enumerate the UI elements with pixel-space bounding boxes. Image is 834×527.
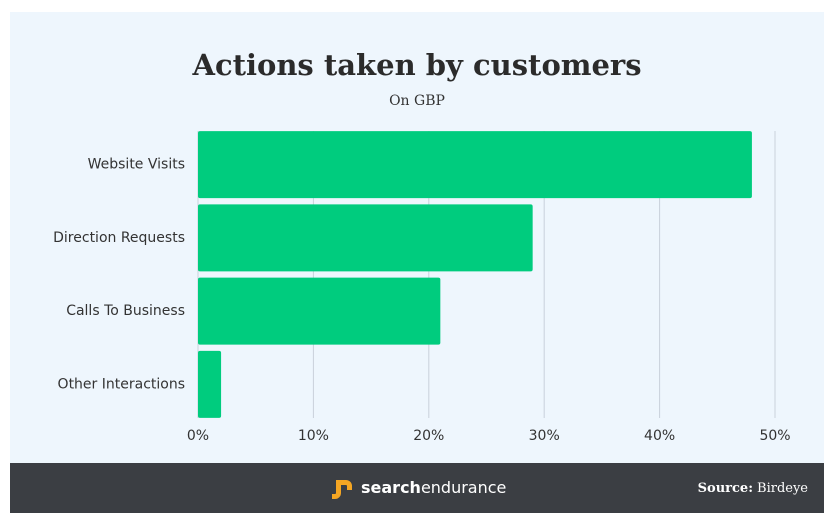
source-name: Birdeye xyxy=(757,481,808,496)
bar xyxy=(198,204,533,272)
bar xyxy=(198,277,441,345)
y-tick-label: Direction Requests xyxy=(53,230,185,246)
source: Source: Birdeye xyxy=(698,481,809,496)
source-label: Source: xyxy=(698,481,753,496)
y-tick-label: Website Visits xyxy=(88,157,185,173)
brand-logo xyxy=(332,480,352,499)
brand-name: searchendurance xyxy=(361,478,506,497)
brand-bold: search xyxy=(361,478,421,497)
x-tick-label: 20% xyxy=(413,428,444,444)
x-tick-label: 10% xyxy=(298,428,329,444)
y-tick-label: Other Interactions xyxy=(58,376,185,392)
brand-light: endurance xyxy=(421,478,506,497)
bar xyxy=(198,131,752,199)
x-tick-label: 0% xyxy=(187,428,209,444)
chart-title: Actions taken by customers xyxy=(191,48,641,82)
x-tick-label: 30% xyxy=(529,428,560,444)
y-tick-label: Calls To Business xyxy=(66,303,185,319)
footer-bar xyxy=(10,463,824,513)
bar xyxy=(198,350,222,418)
x-tick-label: 50% xyxy=(759,428,790,444)
x-tick-label: 40% xyxy=(644,428,675,444)
chart-subtitle: On GBP xyxy=(389,93,445,109)
